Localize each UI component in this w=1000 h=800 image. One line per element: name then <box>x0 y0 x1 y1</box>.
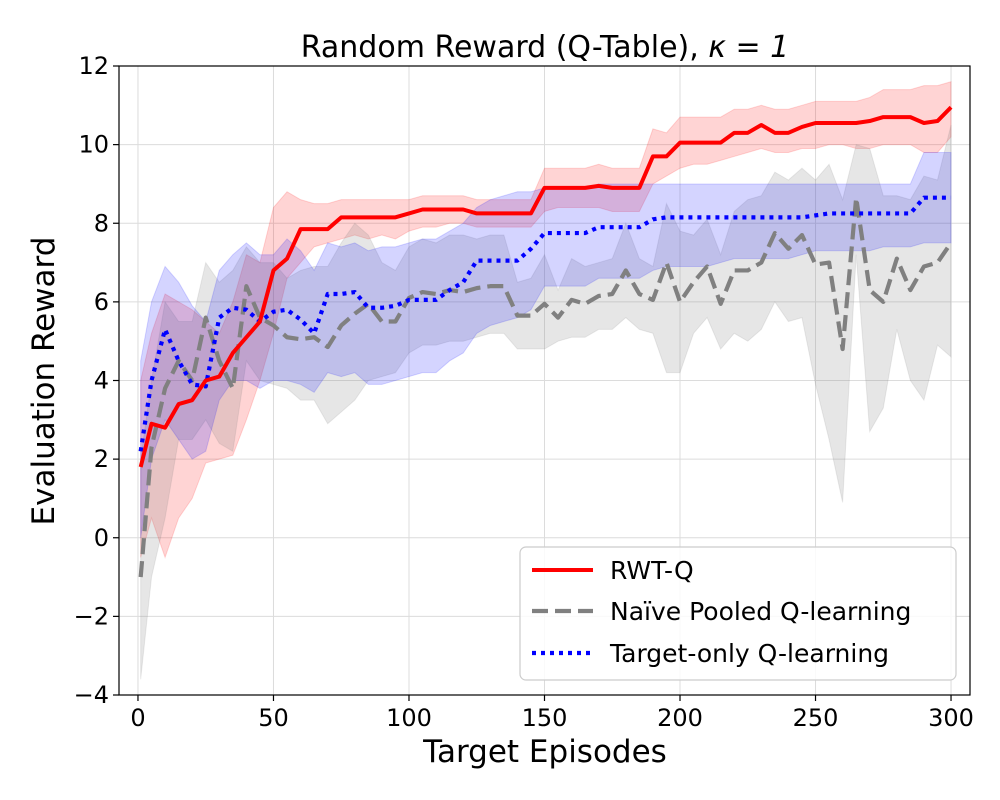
legend: RWT-Q Naïve Pooled Q-learning Target-onl… <box>519 546 957 681</box>
x-axis-ticks: 0 50 100 150 200 250 300 <box>130 695 974 732</box>
line-target-only-q-learning <box>138 195 952 452</box>
confidence-bands <box>140 81 952 680</box>
x-axis-label: Target Episodes <box>422 734 667 770</box>
line-na-ve-pooled-q-learning <box>138 195 953 578</box>
band-target-only-q-learning <box>140 151 952 538</box>
chart-title-text: Random Reward (Q-Table), <box>301 30 709 65</box>
y-tick-label: 0 <box>94 524 109 552</box>
y-tick-label: −4 <box>74 681 109 709</box>
x-tick-label: 300 <box>928 704 974 732</box>
chart-title-math: κ = 1 <box>708 30 789 65</box>
y-tick-label: 2 <box>94 445 109 473</box>
x-tick-label: 50 <box>258 704 289 732</box>
y-tick-label: 6 <box>94 288 109 316</box>
x-tick-label: 200 <box>657 704 703 732</box>
y-tick-label: 8 <box>94 209 109 237</box>
y-tick-label: 12 <box>78 52 109 80</box>
y-tick-label: 4 <box>94 367 109 395</box>
x-tick-label: 0 <box>130 704 145 732</box>
legend-box <box>519 546 957 681</box>
y-axis-ticks: −4 −2 0 2 4 6 8 10 12 <box>74 52 119 709</box>
x-tick-label: 150 <box>522 704 568 732</box>
chart-title: Random Reward (Q-Table), κ = 1 <box>301 30 790 65</box>
legend-label-naive-pooled: Naïve Pooled Q-learning <box>610 597 911 626</box>
band-na-ve-pooled-q-learning <box>140 124 952 680</box>
y-axis-label: Evaluation Reward <box>26 237 62 526</box>
line-rwt-q <box>138 105 953 468</box>
y-tick-label: −2 <box>74 602 109 630</box>
x-tick-label: 100 <box>386 704 432 732</box>
y-tick-label: 10 <box>78 131 109 159</box>
legend-label-target-only: Target-only Q-learning <box>609 639 889 668</box>
band-rwt-q <box>140 81 952 559</box>
legend-label-rwt-q: RWT-Q <box>610 556 694 585</box>
x-tick-label: 250 <box>793 704 839 732</box>
series-lines <box>138 105 953 578</box>
